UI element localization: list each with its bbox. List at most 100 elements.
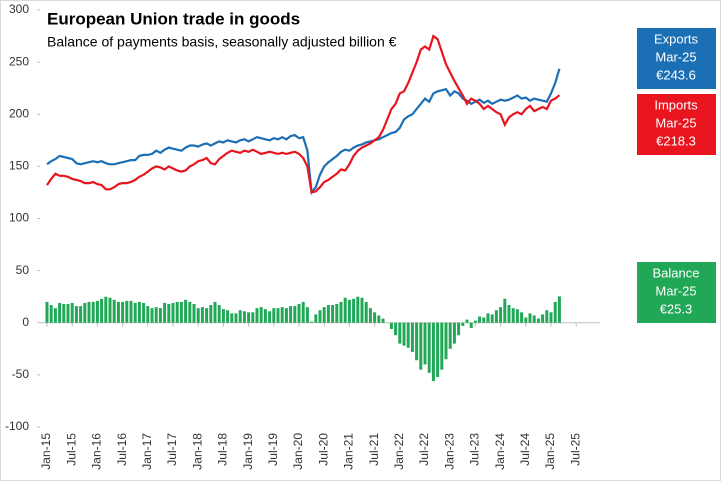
chart-title: European Union trade in goods: [47, 9, 300, 28]
bar: [347, 299, 351, 323]
bar: [406, 322, 410, 348]
bar: [326, 305, 330, 323]
bar: [221, 309, 225, 323]
callout-value: €25.3: [660, 301, 693, 316]
bar: [58, 302, 62, 323]
bar: [95, 300, 99, 323]
y-tick-label: 100: [9, 211, 29, 225]
bar: [263, 309, 267, 323]
y-tick-label: 300: [9, 2, 29, 16]
bar: [520, 312, 524, 323]
bar: [452, 322, 456, 344]
bar: [440, 322, 444, 370]
bar: [100, 298, 104, 323]
x-tick-label: Jul-17: [165, 433, 179, 466]
bar: [226, 310, 230, 323]
bar: [486, 313, 490, 323]
callout-date: Mar-25: [655, 115, 696, 130]
x-tick-label: Jul-20: [316, 433, 330, 466]
y-tick-label: 0: [22, 315, 29, 329]
bar: [108, 297, 112, 323]
bar: [87, 301, 91, 323]
bar: [62, 303, 66, 323]
bar: [352, 298, 356, 323]
bar: [104, 296, 108, 323]
bar: [339, 301, 343, 323]
bar: [515, 309, 519, 323]
bar: [503, 298, 507, 323]
bar: [297, 303, 301, 323]
bar: [213, 301, 217, 323]
bar: [49, 305, 53, 323]
bar: [192, 303, 196, 323]
bar: [129, 300, 133, 323]
bar: [150, 308, 154, 323]
bar: [423, 322, 427, 365]
legend-label: Exports: [654, 31, 699, 46]
bar: [184, 299, 188, 323]
line: [46, 68, 561, 196]
x-tick-label: Jan-16: [90, 433, 104, 470]
bar: [549, 312, 553, 323]
bar: [360, 297, 364, 323]
bar: [79, 306, 83, 323]
line: [46, 34, 561, 194]
y-tick-label: 250: [9, 54, 29, 68]
x-tick-label: Jul-19: [266, 433, 280, 466]
bar: [255, 308, 259, 323]
bar: [209, 305, 213, 323]
bar: [305, 307, 309, 323]
callout-date: Mar-25: [655, 49, 696, 64]
bar: [398, 322, 402, 344]
bar: [289, 306, 293, 323]
bar: [272, 308, 276, 323]
bar: [461, 322, 465, 326]
bar: [53, 308, 57, 323]
bar: [389, 322, 393, 330]
bar: [557, 296, 561, 323]
bar: [436, 322, 440, 377]
bar: [419, 322, 423, 370]
bar: [116, 301, 120, 323]
y-tick-label: -100: [5, 419, 29, 433]
y-tick-label: 50: [16, 263, 30, 277]
bar: [154, 307, 158, 323]
bar: [381, 318, 385, 323]
bar: [251, 312, 255, 323]
x-tick-label: Jul-23: [468, 433, 482, 466]
bar: [70, 302, 74, 323]
legend-label: Imports: [654, 97, 698, 112]
legend-label: Balance: [653, 265, 700, 280]
x-tick-label: Jul-18: [216, 433, 230, 466]
x-tick-label: Jan-15: [39, 433, 53, 470]
x-tick-label: Jan-18: [190, 433, 204, 470]
bar: [242, 311, 246, 323]
bar: [473, 320, 477, 323]
bar: [142, 302, 146, 323]
bar: [163, 302, 167, 323]
bar: [112, 299, 116, 323]
bar: [444, 322, 448, 360]
bar: [91, 301, 95, 323]
bar: [410, 322, 414, 352]
bar: [322, 307, 326, 323]
bar: [356, 296, 360, 323]
callout-box: [637, 28, 716, 89]
legend-callout: Imports Mar-25 €218.3: [637, 94, 716, 155]
bar: [171, 302, 175, 323]
bar: [293, 306, 297, 323]
x-tick-label: Jul-21: [367, 433, 381, 466]
bar: [507, 305, 511, 323]
bar: [490, 314, 494, 323]
bar: [553, 301, 557, 323]
bar: [179, 301, 183, 323]
callout-value: €243.6: [656, 67, 696, 82]
bar: [74, 306, 78, 323]
bar: [196, 308, 200, 323]
x-tick-label: Jan-21: [342, 433, 356, 470]
bar: [343, 297, 347, 323]
bar: [415, 322, 419, 361]
x-tick-label: Jul-15: [64, 433, 78, 466]
bar: [66, 303, 70, 323]
